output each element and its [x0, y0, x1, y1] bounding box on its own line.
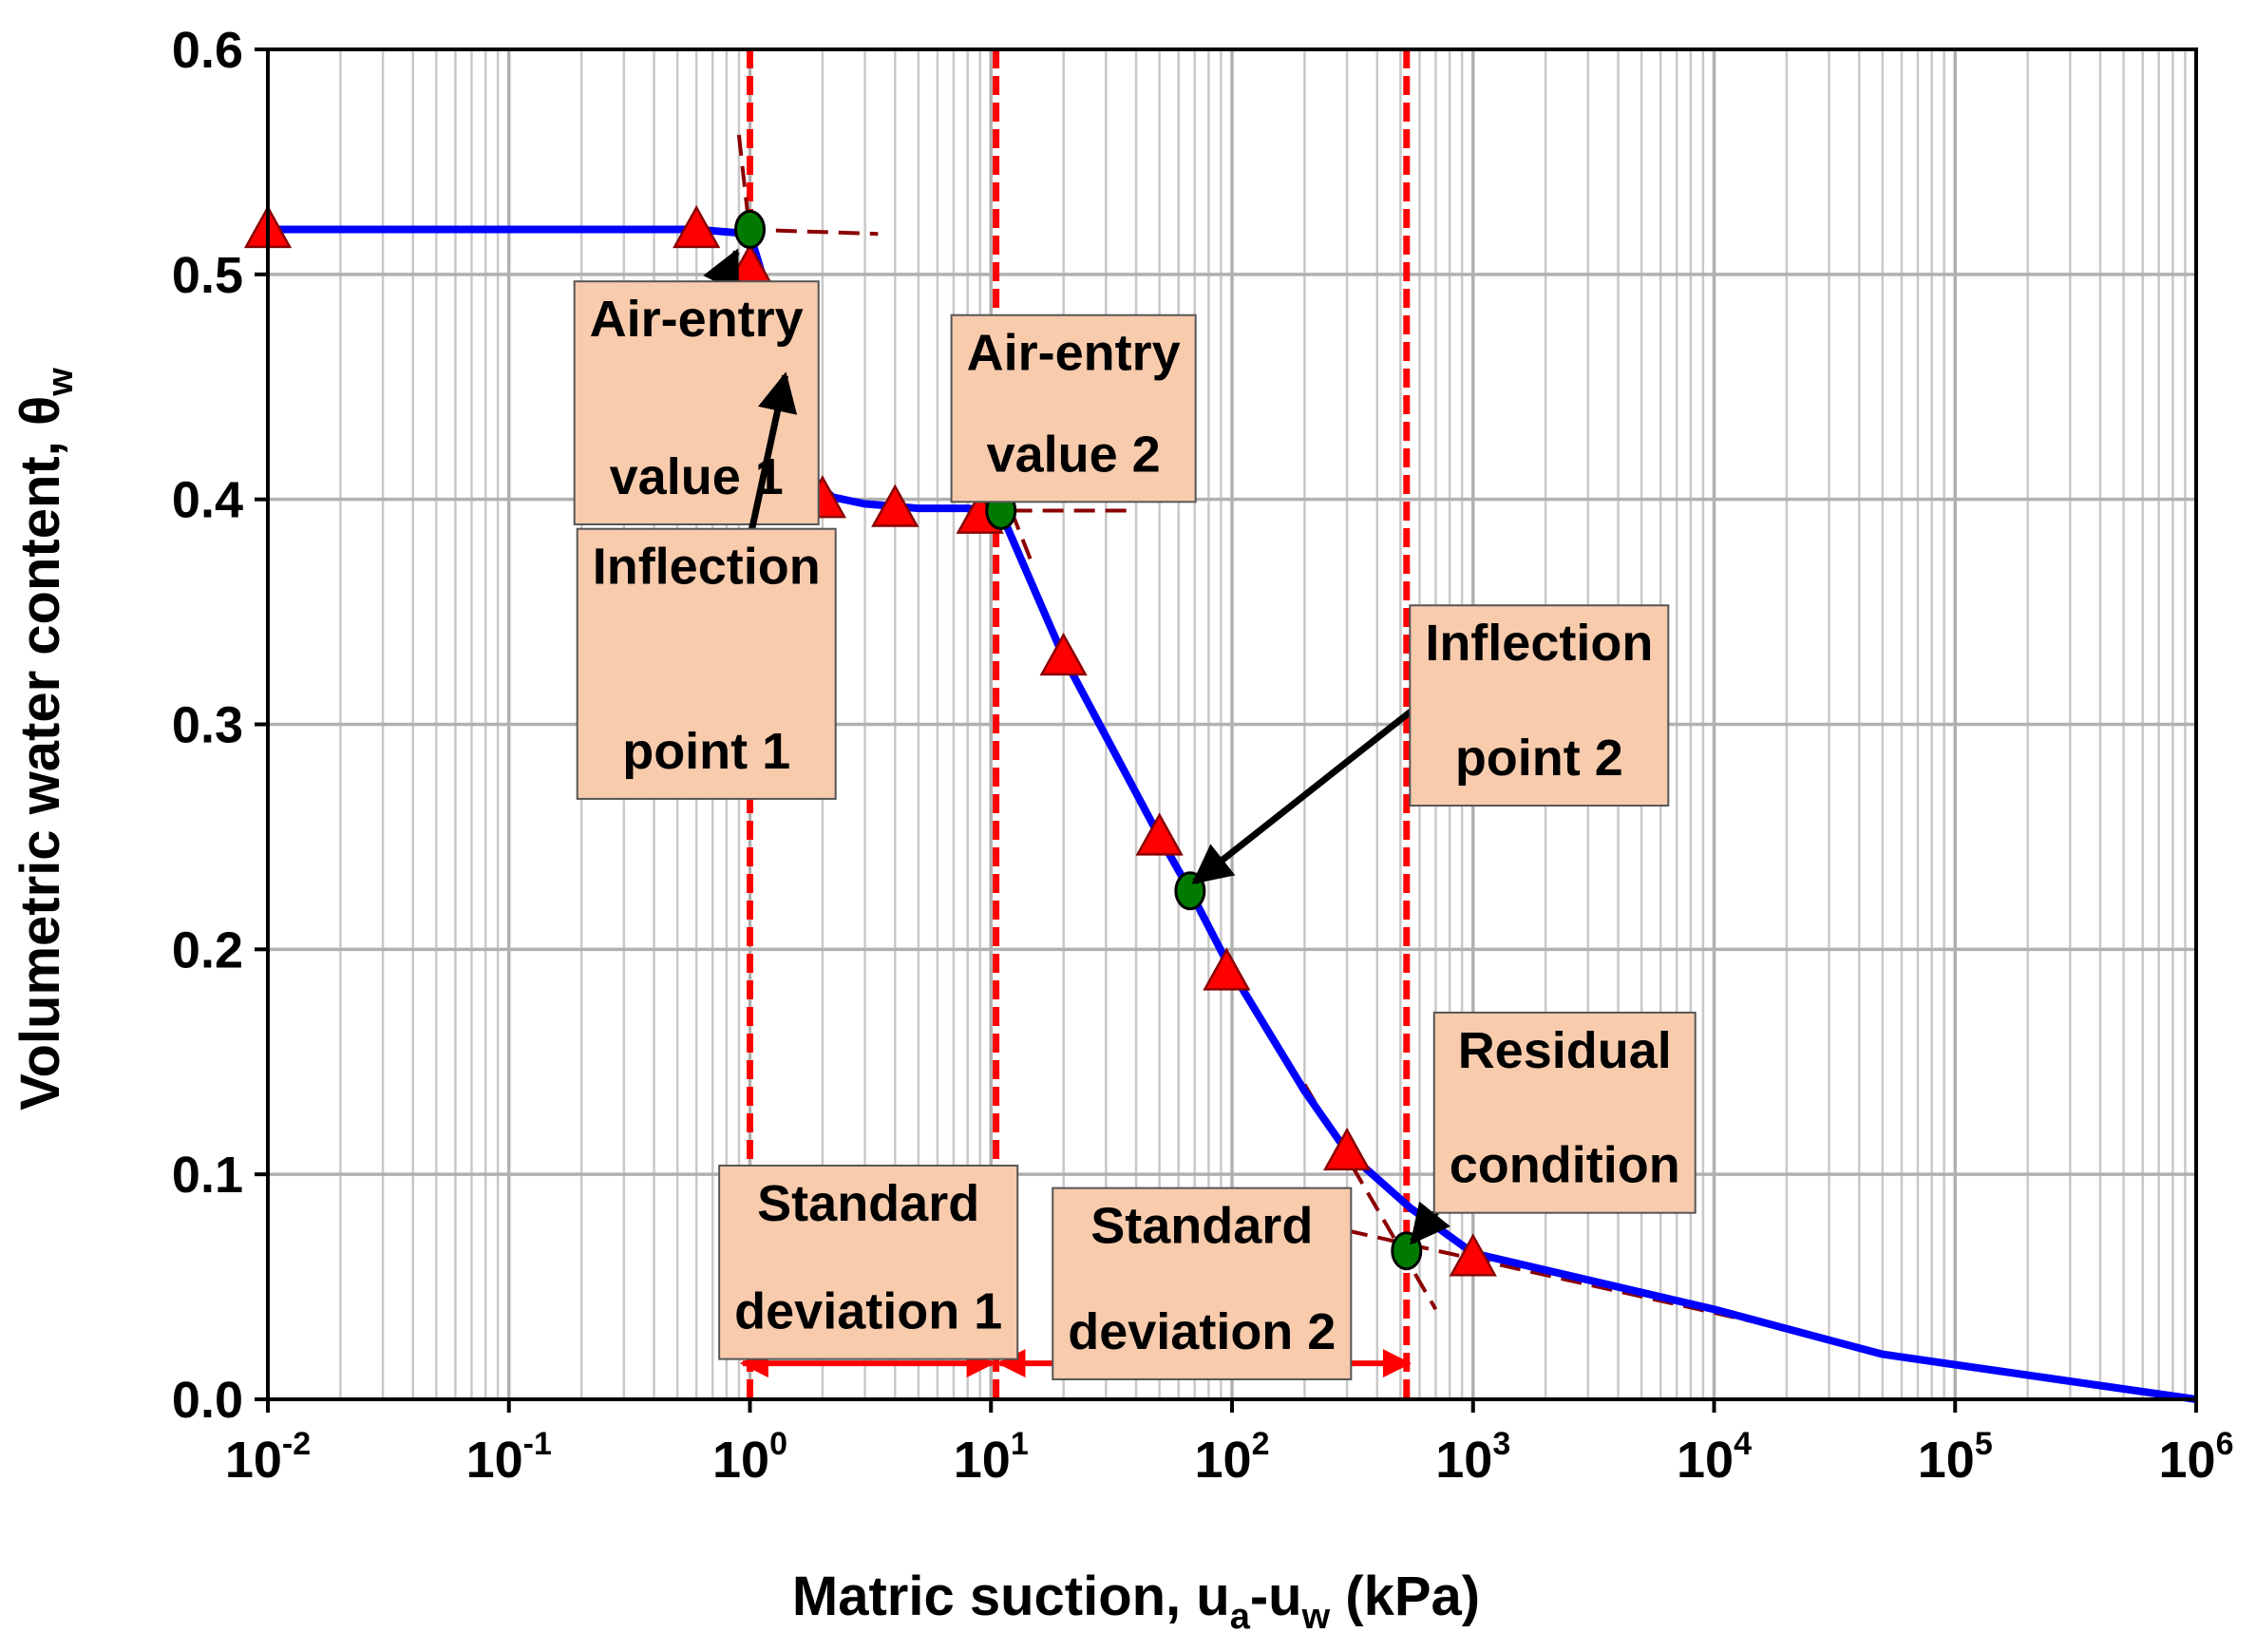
annotation-std-dev-2: Standard deviation 2 — [1052, 1187, 1353, 1380]
annotation-arrow — [1191, 699, 1426, 885]
annotation-text: condition — [1450, 1137, 1680, 1194]
annotation-text: value 2 — [987, 426, 1161, 483]
annotation-text: Inflection — [593, 539, 821, 596]
measured-points — [243, 204, 1497, 1277]
annotation-text: deviation 2 — [1068, 1303, 1336, 1360]
x-axis-title: Matric suction, ua-uw (kPa) — [792, 1566, 1480, 1637]
x-tick-label: 101 — [954, 1426, 1029, 1489]
measured-point — [1203, 947, 1251, 991]
measured-point — [1322, 1127, 1372, 1171]
annotations: Air-entry value 1 Inflection point 1 Air-ent… — [573, 248, 1697, 1380]
annotation-box — [1432, 1011, 1697, 1214]
annotation-box — [1409, 604, 1670, 807]
annotation-box — [950, 313, 1197, 503]
y-tick-label: 0.3 — [172, 697, 243, 754]
annotation-inflection-1: Inflection point 1 — [576, 371, 837, 800]
x-tick-label: 10-1 — [466, 1426, 552, 1489]
annotation-text: deviation 1 — [734, 1283, 1002, 1340]
annotation-text: Standard — [1090, 1198, 1313, 1255]
y-tick-label: 0.6 — [172, 22, 243, 79]
annotation-std-dev-1: Standard deviation 1 — [718, 1164, 1019, 1360]
y-tick-label: 0.2 — [172, 921, 243, 978]
y-axis-title: Volumetric water content, θw — [9, 368, 81, 1111]
x-tick-label: 100 — [712, 1426, 787, 1489]
x-tick-label: 10-2 — [225, 1426, 311, 1489]
annotation-text: Air-entry — [967, 325, 1181, 382]
measured-point — [1039, 632, 1088, 676]
y-tick-label: 0.0 — [172, 1372, 243, 1429]
tangent-line — [744, 227, 879, 237]
measured-point — [673, 204, 721, 249]
annotation-inflection-2: Inflection point 2 — [1191, 604, 1670, 885]
measured-point — [871, 484, 919, 527]
x-tick-label: 102 — [1195, 1426, 1270, 1489]
annotation-text: point 1 — [622, 723, 790, 780]
x-tick-label: 104 — [1677, 1426, 1752, 1489]
axis-ticks: 0.0 0.1 0.2 0.3 0.4 0.5 0.6 10-2 10-1 100 101 102 10… — [172, 22, 2234, 1489]
measured-point — [1135, 812, 1184, 856]
y-tick-label: 0.1 — [172, 1147, 243, 1204]
annotation-text: value 1 — [610, 448, 784, 505]
y-tick-label: 0.4 — [172, 472, 243, 529]
annotation-box — [1052, 1187, 1353, 1380]
x-tick-label: 106 — [2159, 1426, 2234, 1489]
measured-point — [1449, 1233, 1497, 1277]
annotation-text: Standard — [757, 1175, 979, 1232]
annotation-text: Residual — [1458, 1022, 1672, 1079]
annotation-residual: Residual condition — [1410, 1011, 1697, 1245]
annotation-box — [576, 527, 837, 800]
characteristic-point — [734, 209, 766, 249]
annotation-text: Inflection — [1425, 615, 1653, 672]
x-tick-label: 103 — [1435, 1426, 1510, 1489]
y-tick-label: 0.5 — [172, 247, 243, 304]
annotation-text: Air-entry — [590, 291, 804, 348]
annotation-box — [718, 1164, 1019, 1360]
annotation-air-entry-2: Air-entry value 2 — [950, 313, 1197, 503]
x-tick-label: 105 — [1918, 1426, 1993, 1489]
annotation-text: point 2 — [1455, 730, 1623, 787]
